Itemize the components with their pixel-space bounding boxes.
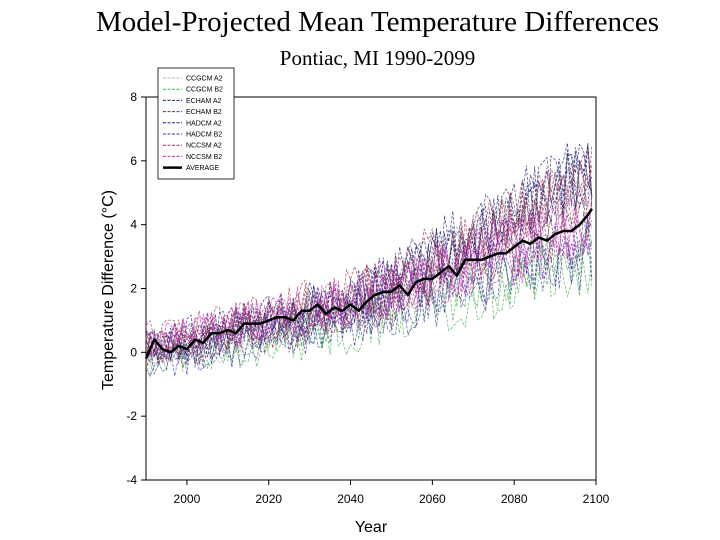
legend-label: HADCM B2 xyxy=(186,132,222,139)
average-layer xyxy=(144,208,593,360)
x-tick-label: 2040 xyxy=(337,492,364,506)
chart-title: Model-Projected Mean Temperature Differe… xyxy=(96,6,659,38)
legend-box xyxy=(157,67,235,180)
y-tick-label: 8 xyxy=(130,90,137,104)
x-axis: 2000 2020 2040 2060 2080 2100 xyxy=(174,480,610,506)
series-line xyxy=(145,164,593,356)
legend-label: CCGCM B2 xyxy=(186,87,223,94)
series-line xyxy=(145,148,593,367)
y-tick-label: 4 xyxy=(130,218,137,232)
series-line xyxy=(145,224,593,377)
x-tick-label: 2000 xyxy=(174,492,201,506)
series-line xyxy=(145,198,593,349)
x-tick-label: 2060 xyxy=(419,492,446,506)
legend: CCGCM A2 CCGCM B2 ECHAM A2 ECHAM B2 HADCM A2… xyxy=(157,67,235,180)
x-axis-label: Year xyxy=(355,519,388,536)
y-axis-label: Temperature Difference (°C) xyxy=(100,190,117,390)
y-tick-label: -4 xyxy=(126,473,137,487)
average-line xyxy=(144,208,593,360)
legend-label: NCCSM B2 xyxy=(186,154,222,161)
series-line xyxy=(145,154,593,358)
y-tick-label: 0 xyxy=(130,345,137,359)
legend-label: AVERAGE xyxy=(186,165,220,172)
y-axis: -4 -2 0 2 4 6 8 xyxy=(126,90,146,487)
legend-label: HADCM A2 xyxy=(186,120,222,127)
series-line xyxy=(145,145,593,356)
x-tick-label: 2020 xyxy=(255,492,282,506)
y-tick-label: 6 xyxy=(130,154,137,168)
legend-label: NCCSM A2 xyxy=(186,143,222,150)
series-line xyxy=(145,210,593,360)
chart-subtitle: Pontiac, MI 1990-2099 xyxy=(279,46,476,70)
legend-label: CCGCM A2 xyxy=(186,76,223,83)
series-line xyxy=(145,208,593,363)
x-tick-label: 2100 xyxy=(583,492,610,506)
legend-label: ECHAM A2 xyxy=(186,98,222,105)
y-tick-label: -2 xyxy=(126,409,137,423)
y-tick-label: 2 xyxy=(130,282,137,296)
x-tick-label: 2080 xyxy=(501,492,528,506)
legend-label: ECHAM B2 xyxy=(186,109,222,116)
series-line xyxy=(145,211,593,365)
